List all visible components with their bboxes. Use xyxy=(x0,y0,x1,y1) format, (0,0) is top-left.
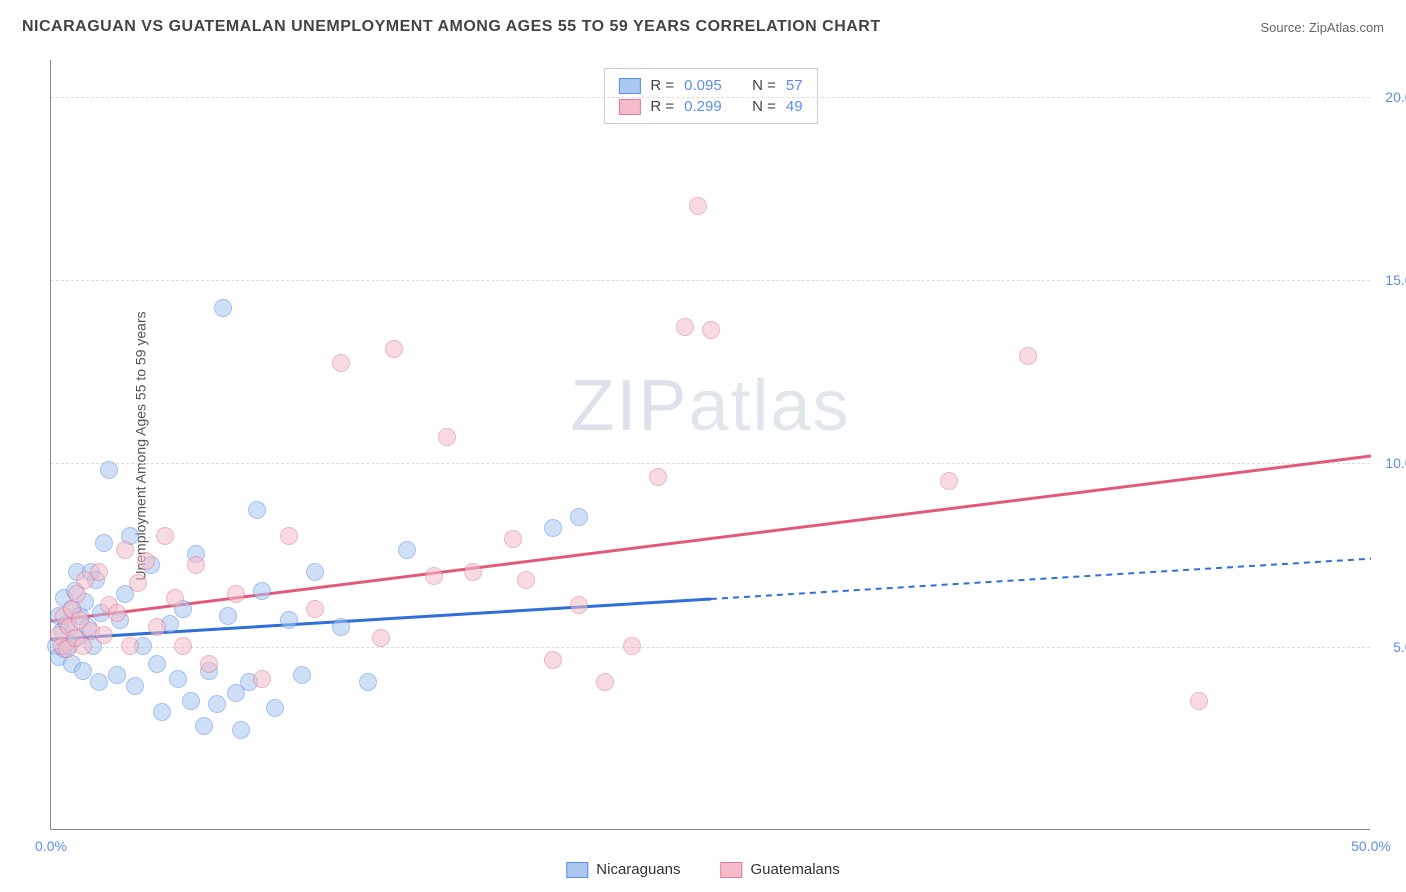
data-point xyxy=(90,673,108,691)
data-point xyxy=(649,468,667,486)
data-point xyxy=(464,563,482,581)
data-point xyxy=(332,618,350,636)
data-point xyxy=(121,637,139,655)
data-point xyxy=(332,354,350,372)
data-point xyxy=(166,589,184,607)
data-point xyxy=(398,541,416,559)
data-point xyxy=(116,541,134,559)
data-point xyxy=(280,611,298,629)
data-point xyxy=(689,197,707,215)
data-point xyxy=(359,673,377,691)
data-point xyxy=(385,340,403,358)
data-point xyxy=(153,703,171,721)
data-point xyxy=(219,607,237,625)
chart-title: NICARAGUAN VS GUATEMALAN UNEMPLOYMENT AM… xyxy=(22,18,881,36)
data-point xyxy=(214,299,232,317)
data-point xyxy=(438,428,456,446)
data-point xyxy=(100,461,118,479)
series-legend: Nicaraguans Guatemalans xyxy=(566,861,839,878)
legend-label: Guatemalans xyxy=(751,861,840,878)
y-tick-label: 5.0% xyxy=(1375,639,1406,655)
legend-item: Nicaraguans xyxy=(566,861,680,878)
data-point xyxy=(266,699,284,717)
data-point xyxy=(195,717,213,735)
data-point xyxy=(95,626,113,644)
data-point xyxy=(676,318,694,336)
data-point xyxy=(517,571,535,589)
data-point xyxy=(74,662,92,680)
data-point xyxy=(137,552,155,570)
data-point xyxy=(253,582,271,600)
data-point xyxy=(169,670,187,688)
data-point xyxy=(126,677,144,695)
data-point xyxy=(182,692,200,710)
data-point xyxy=(253,670,271,688)
data-point xyxy=(108,666,126,684)
data-point xyxy=(148,655,166,673)
data-point xyxy=(504,530,522,548)
data-point xyxy=(570,508,588,526)
x-tick-label: 0.0% xyxy=(35,838,67,854)
data-point xyxy=(570,596,588,614)
legend-swatch xyxy=(721,862,743,878)
y-tick-label: 15.0% xyxy=(1375,272,1406,288)
source-label: Source: ZipAtlas.com xyxy=(1260,20,1384,35)
data-point xyxy=(187,556,205,574)
data-point xyxy=(940,472,958,490)
data-point xyxy=(544,651,562,669)
data-point xyxy=(1190,692,1208,710)
data-point xyxy=(623,637,641,655)
trend-lines xyxy=(51,60,1371,830)
data-point xyxy=(232,721,250,739)
data-point xyxy=(200,655,218,673)
data-point xyxy=(90,563,108,581)
data-point xyxy=(174,637,192,655)
y-tick-label: 20.0% xyxy=(1375,89,1406,105)
data-point xyxy=(425,567,443,585)
data-point xyxy=(702,321,720,339)
data-point xyxy=(129,574,147,592)
data-point xyxy=(227,585,245,603)
data-point xyxy=(544,519,562,537)
plot-area: ZIPatlas R =0.095N =57R =0.299N =49 5.0%… xyxy=(50,60,1370,830)
data-point xyxy=(1019,347,1037,365)
legend-label: Nicaraguans xyxy=(596,861,680,878)
legend-item: Guatemalans xyxy=(721,861,840,878)
data-point xyxy=(156,527,174,545)
data-point xyxy=(108,604,126,622)
data-point xyxy=(596,673,614,691)
legend-swatch xyxy=(566,862,588,878)
data-point xyxy=(372,629,390,647)
y-tick-label: 10.0% xyxy=(1375,455,1406,471)
data-point xyxy=(208,695,226,713)
x-tick-label: 50.0% xyxy=(1351,838,1391,854)
data-point xyxy=(95,534,113,552)
data-point xyxy=(248,501,266,519)
data-point xyxy=(148,618,166,636)
data-point xyxy=(280,527,298,545)
data-point xyxy=(306,600,324,618)
data-point xyxy=(293,666,311,684)
data-point xyxy=(306,563,324,581)
